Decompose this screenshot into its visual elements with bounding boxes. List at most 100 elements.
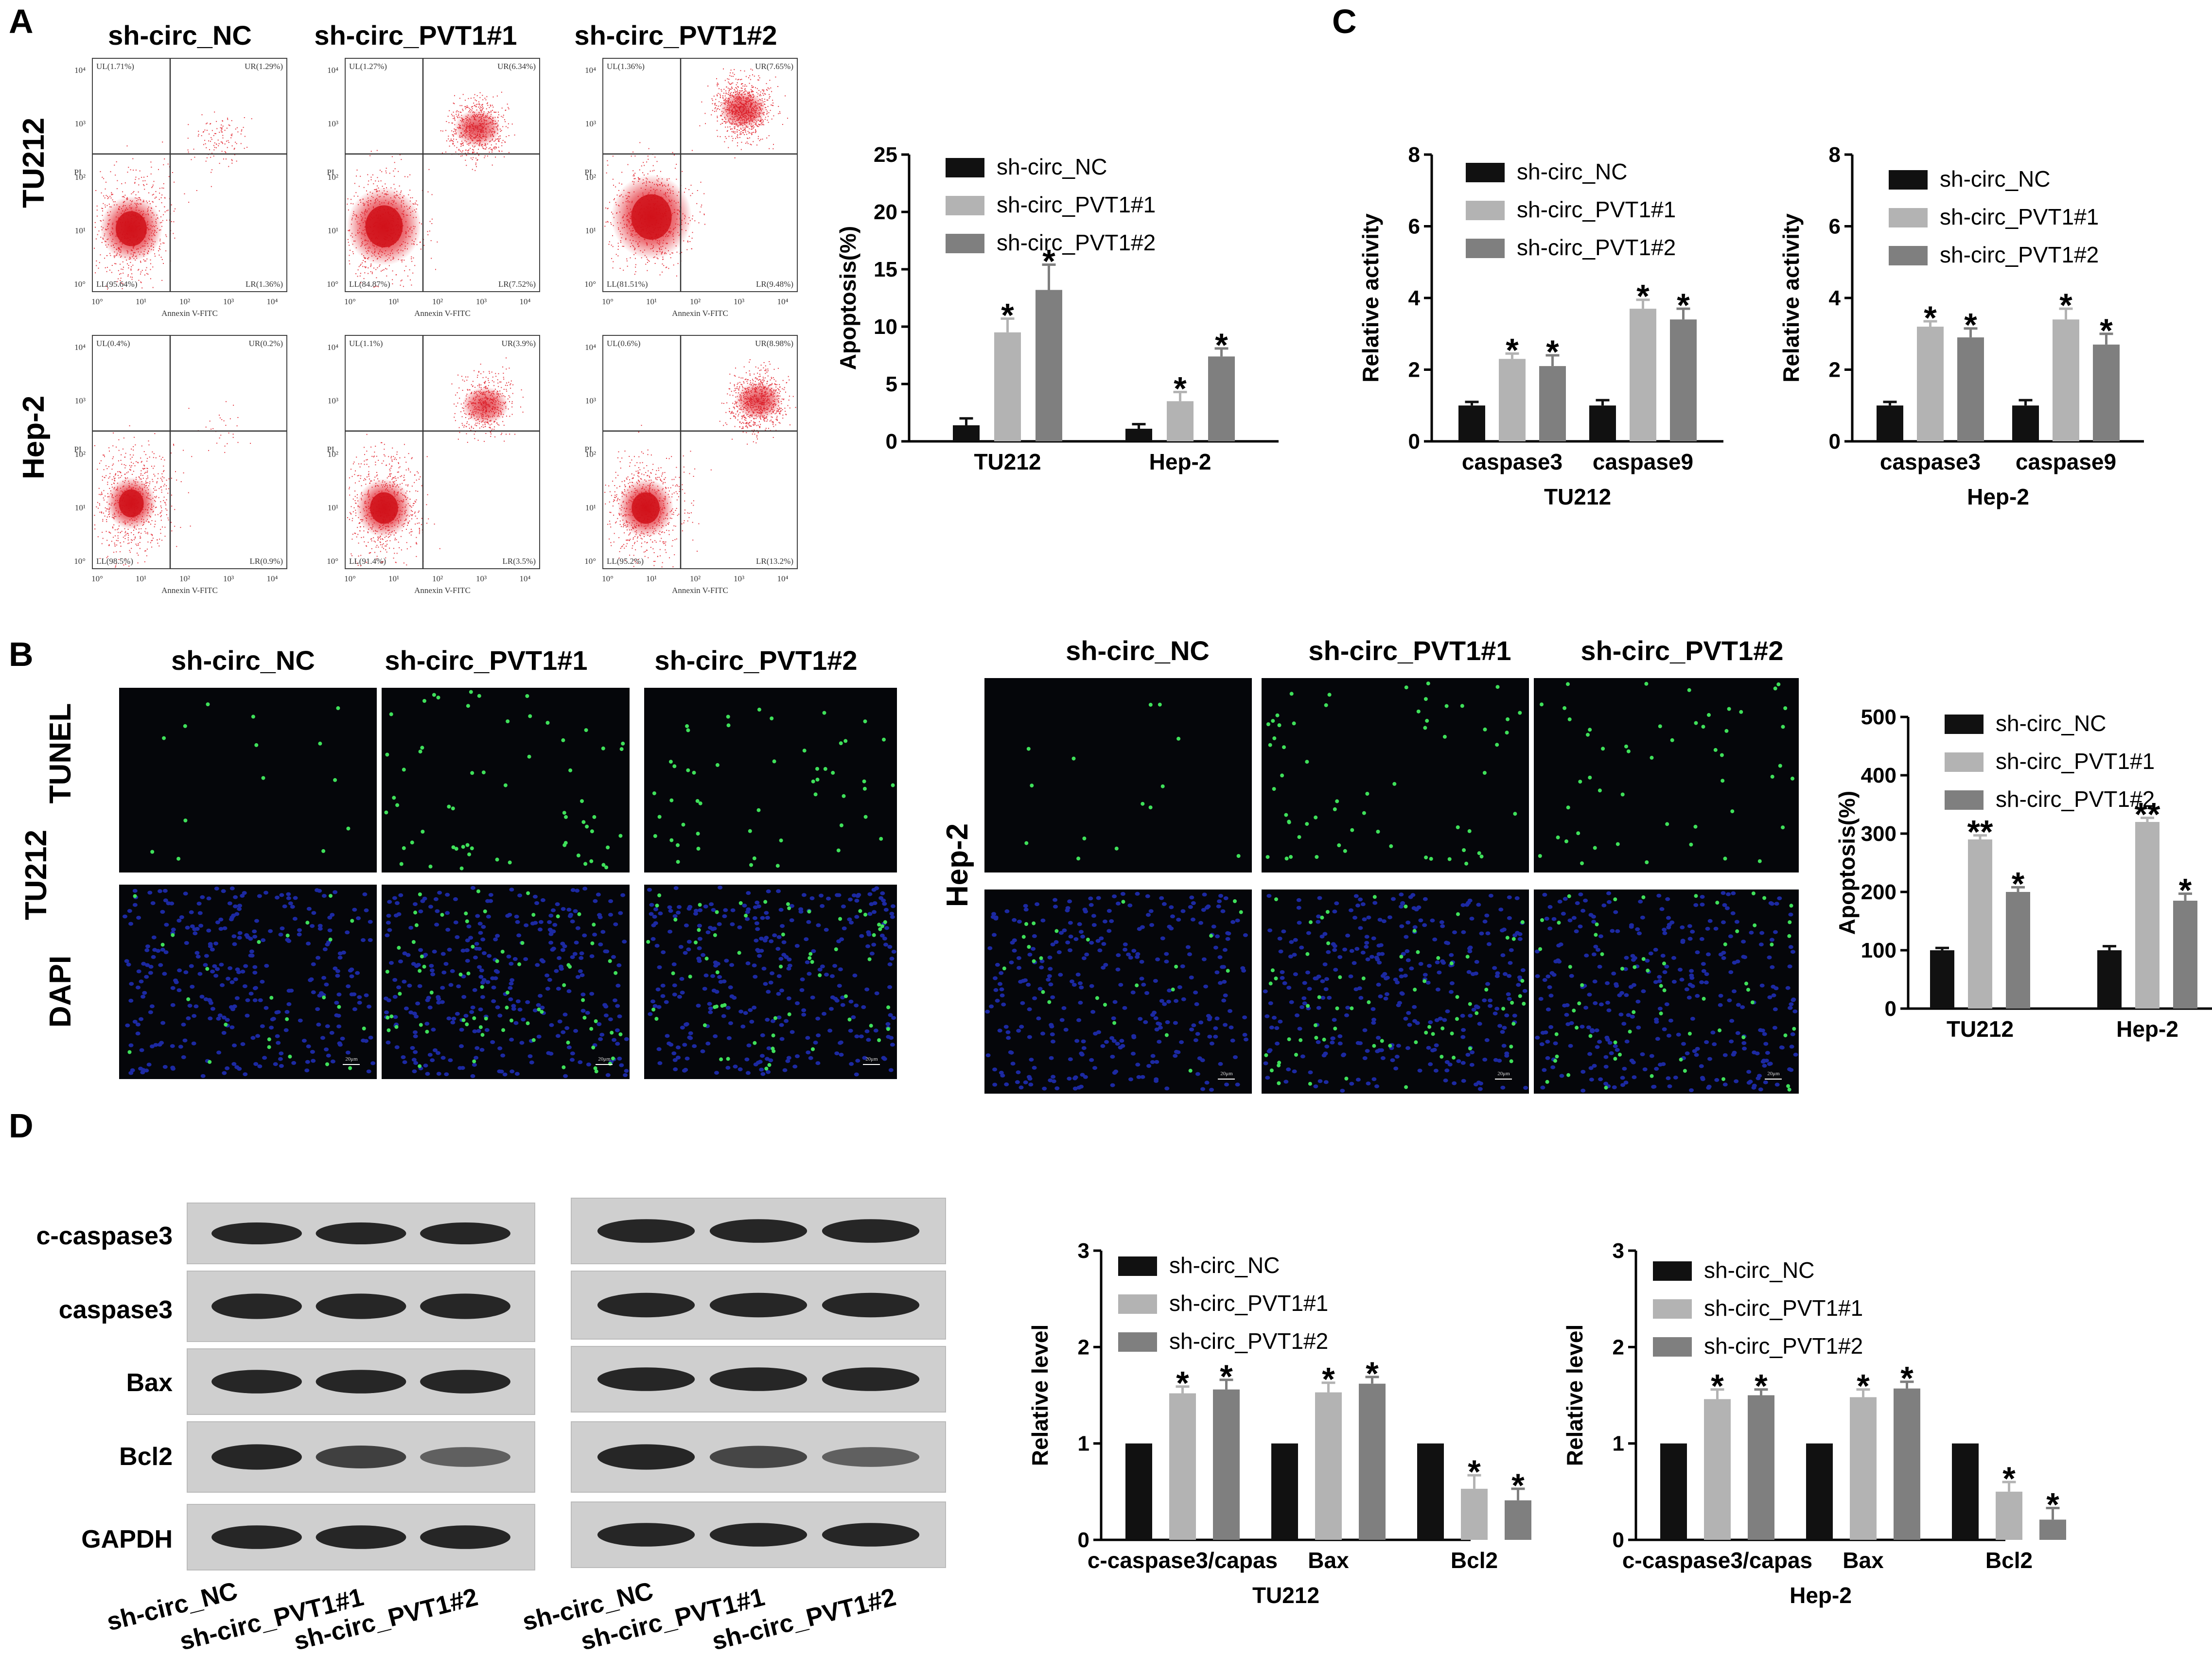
y-tick-label: 0: [1829, 430, 1841, 453]
flow-y-decade: 10²: [585, 450, 596, 459]
flow-y-decade: 10°: [584, 279, 596, 289]
flow-plot-frame: [602, 58, 798, 292]
flow-y-decade: 10¹: [75, 226, 86, 235]
blot-band: [822, 1292, 920, 1318]
bar: [2012, 405, 2039, 441]
significance-marker: *: [1857, 1368, 1870, 1405]
flow-x-decade: 10³: [223, 574, 234, 583]
bar: [1957, 337, 1984, 441]
flow-x-decade: 10¹: [388, 574, 399, 583]
significance-marker: *: [1511, 1467, 1525, 1504]
flow-quadrant-ul: UL(1.1%): [349, 339, 383, 348]
legend-label: sh-circ_PVT1#1: [1940, 204, 2099, 229]
flow-row-label-tu212: TU212: [17, 118, 51, 208]
bar: [1417, 1443, 1444, 1540]
legend-label: sh-circ_PVT1#2: [1704, 1333, 1863, 1359]
blot-band: [316, 1222, 406, 1244]
flow-y-axis-label: PI: [74, 445, 81, 454]
flow-quadrant-ur: UR(3.9%): [502, 339, 536, 348]
wb-label-gapdh: GAPDH: [81, 1525, 173, 1553]
flow-y-decade: 10⁴: [327, 343, 338, 352]
flow-x-decade: 10⁴: [777, 297, 789, 306]
legend-swatch: [1118, 1332, 1157, 1352]
flow-x-axis-label: Annexin V-FITC: [414, 309, 471, 318]
bar: [1952, 1443, 1979, 1540]
bar: [1660, 1443, 1687, 1540]
legend-swatch: [1466, 201, 1505, 220]
legend-label: sh-circ_PVT1#2: [1940, 242, 2099, 267]
tunel-header-tu212-nc: sh-circ_NC: [171, 645, 315, 676]
bar: [2093, 344, 2120, 441]
flow-y-decade: 10⁴: [74, 66, 86, 75]
bar: [953, 425, 980, 441]
legend-swatch: [1945, 790, 1984, 810]
flow-y-decade: 10³: [75, 119, 86, 128]
flow-y-axis-label: PI: [74, 168, 81, 177]
significance-marker: *: [1711, 1368, 1724, 1405]
bar: [1968, 839, 1992, 1009]
legend-swatch: [1118, 1256, 1157, 1276]
bar: [2006, 892, 2030, 1009]
flow-quadrant-lr: LR(13.2%): [756, 557, 793, 566]
x-category-label: TU212: [974, 449, 1041, 474]
scale-bar-label: 20μm: [865, 1056, 878, 1062]
flow-y-decade: 10°: [584, 557, 596, 566]
panel-letter-b: B: [9, 635, 34, 673]
tunel-image: [119, 688, 377, 872]
legend-label: sh-circ_PVT1#2: [997, 230, 1156, 255]
y-axis-label: Relative activity: [1778, 213, 1804, 383]
tunel-positive-nuclei: [1264, 895, 1526, 1089]
flow-plot: UL(0.6%) UR(8.98%) LL(95.2%) LR(13.2%) 10° 10…: [584, 335, 798, 595]
flow-x-decade: 10°: [91, 574, 103, 583]
flow-x-decade: 10°: [91, 297, 103, 306]
blot-band: [420, 1525, 510, 1549]
x-category-label: caspase9: [1593, 449, 1693, 474]
flow-x-decade: 10°: [344, 574, 356, 583]
significance-marker: *: [1215, 327, 1228, 364]
legend-swatch: [1889, 246, 1928, 265]
legend-swatch: [946, 158, 984, 177]
legend-swatch: [1945, 752, 1984, 772]
y-tick-label: 2: [1829, 358, 1841, 382]
x-category-label: Bax: [1843, 1548, 1884, 1573]
x-axis-title: TU212: [1252, 1583, 1319, 1608]
x-category-label: c-caspase3/capas: [1622, 1548, 1812, 1573]
flow-quadrant-lr: LR(0.9%): [250, 557, 283, 566]
legend-swatch: [1466, 239, 1505, 258]
significance-marker: *: [1506, 331, 1519, 368]
flow-x-axis-label: Annexin V-FITC: [161, 586, 218, 595]
bar-chart-d-tu212: 0 1 2 3 Relative level * * c-caspase3/capas * * Ba…: [1027, 1239, 1531, 1608]
y-tick-label: 2: [1408, 358, 1420, 382]
significance-marker: *: [2046, 1486, 2059, 1523]
y-tick-label: 0: [886, 430, 897, 453]
significance-marker: *: [1042, 243, 1055, 280]
bar: [2135, 822, 2159, 1009]
y-tick-label: 15: [874, 258, 897, 281]
flow-x-axis-label: Annexin V-FITC: [672, 586, 728, 595]
scale-bar-label: 20μm: [1220, 1071, 1233, 1077]
blot-band: [709, 1523, 808, 1547]
flow-y-decade: 10³: [585, 396, 596, 405]
flow-y-axis-label: PI: [327, 168, 334, 177]
flow-y-decade: 10¹: [585, 226, 596, 235]
flow-y-decade: 10²: [328, 173, 338, 182]
y-axis-label: Relative activity: [1358, 213, 1383, 383]
flow-y-decade: 10³: [585, 119, 596, 128]
flow-upper-right-cluster: [454, 109, 501, 147]
flow-y-decade: 10²: [75, 173, 86, 182]
flow-x-decade: 10⁴: [267, 574, 278, 583]
microscopy-background: [984, 890, 1252, 1094]
flow-y-decade: 10⁴: [585, 66, 596, 75]
microscopy-background: [1262, 678, 1529, 872]
bar: [1806, 1443, 1833, 1540]
flow-main-cluster-core: [116, 211, 147, 246]
x-category-label: caspase3: [1462, 449, 1562, 474]
flow-main-cluster-core: [370, 492, 398, 524]
y-tick-label: 8: [1408, 143, 1420, 167]
flow-x-decade: 10¹: [388, 297, 399, 306]
flow-quadrant-ul: UL(1.36%): [607, 62, 645, 71]
microscopy-background: [984, 678, 1252, 872]
tunel-header-hep2-pvt1-1: sh-circ_PVT1#1: [1308, 635, 1511, 666]
microscopy-background: [1262, 890, 1529, 1094]
